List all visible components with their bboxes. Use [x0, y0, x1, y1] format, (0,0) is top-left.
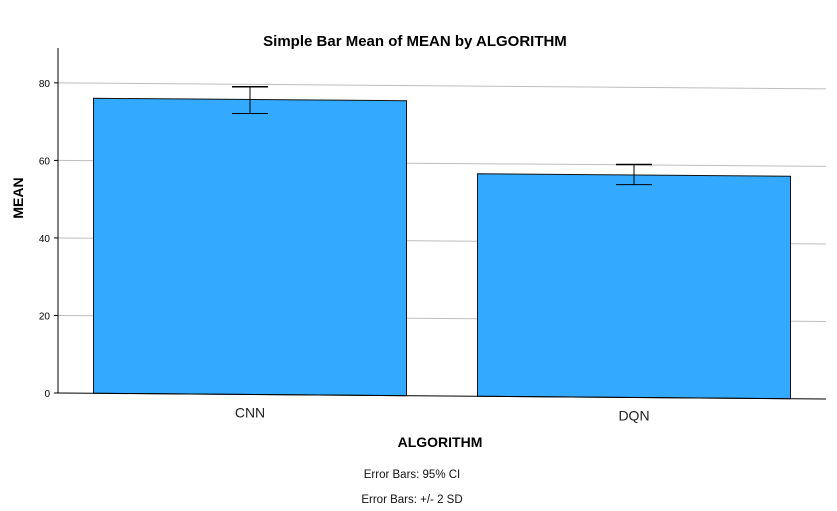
x-tick-label-cnn: CNN: [235, 405, 265, 421]
y-tick-label-0: 0: [44, 389, 50, 400]
bar-cnn: [93, 97, 407, 397]
y-ticks: 0 20 40 60 80: [39, 79, 58, 400]
gridline-80: [57, 82, 827, 90]
bar-dqn: [477, 173, 791, 400]
chart-title: Simple Bar Mean of MEAN by ALGORITHM: [263, 33, 567, 50]
footnote-ci: Error Bars: 95% CI: [364, 469, 461, 481]
error-bars: [232, 85, 652, 186]
footnote-sd: Error Bars: +/- 2 SD: [361, 494, 462, 506]
x-tick-labels: CNN DQN: [235, 405, 650, 424]
y-axis-title: MEAN: [10, 177, 26, 218]
y-tick-label-60: 60: [39, 156, 51, 167]
bars: [93, 97, 791, 400]
y-tick-label-80: 80: [39, 79, 51, 90]
x-axis-line: [57, 392, 827, 400]
x-tick-label-dqn: DQN: [618, 408, 649, 424]
y-tick-label-40: 40: [39, 234, 51, 245]
y-tick-label-20: 20: [39, 311, 51, 322]
x-axis-title: ALGORITHM: [398, 434, 483, 450]
